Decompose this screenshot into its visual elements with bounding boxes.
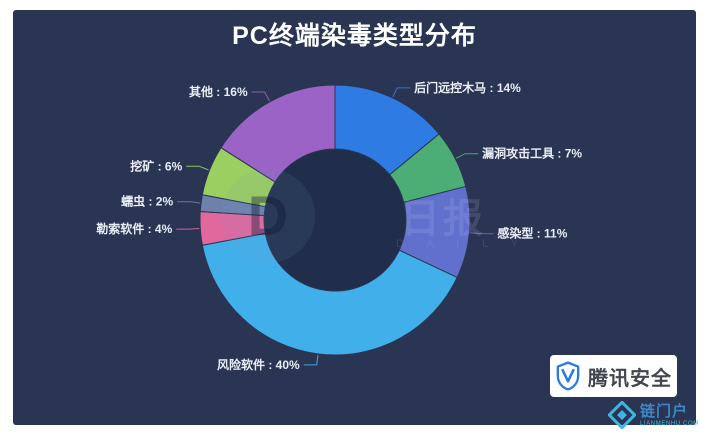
slice-label: 勒索软件 : 4% xyxy=(96,221,172,236)
slice-label: 风险软件 : 40% xyxy=(217,357,300,372)
diamond-logo-icon xyxy=(608,401,636,429)
chart-title: PC终端染毒类型分布 xyxy=(232,22,477,50)
donut-hole xyxy=(264,149,406,291)
watermark-d-letter: D xyxy=(247,184,289,247)
watermark-site-name: 链门户 xyxy=(640,402,689,420)
slice-label-line xyxy=(251,91,270,102)
slice-label-line xyxy=(176,228,200,230)
center-text-watermark: 日报 xyxy=(400,197,486,241)
slice-label: 其他 : 16% xyxy=(189,84,248,99)
slice-label-line xyxy=(177,201,201,204)
donut-slice[interactable] xyxy=(201,232,458,356)
slice-label: 后门远控木马 : 14% xyxy=(414,80,521,95)
donut-slice[interactable] xyxy=(220,84,336,183)
slice-label-line xyxy=(303,354,319,366)
slice-label-line xyxy=(455,153,479,159)
tencent-shield-icon xyxy=(556,361,580,391)
slice-label: 挖矿 : 6% xyxy=(130,158,182,173)
tencent-security-logo: 腾讯安全 xyxy=(550,355,677,397)
slice-label: 蠕虫 : 2% xyxy=(121,194,173,209)
slice-label-line xyxy=(186,165,209,171)
slice-label: 漏洞攻击工具 : 7% xyxy=(482,146,582,161)
slice-label: 感染型 : 11% xyxy=(497,226,567,241)
watermark-site-url: LIANMENHU.COM xyxy=(640,420,699,427)
lianmenhu-watermark: 链门户 LIANMENHU.COM xyxy=(608,401,699,429)
center-subtext-watermark: D A I L Y xyxy=(396,238,529,250)
tencent-logo-label: 腾讯安全 xyxy=(588,367,672,390)
slice-label-line xyxy=(470,232,494,235)
slice-label-line xyxy=(392,87,411,98)
center-logo-watermark: D xyxy=(221,169,315,263)
